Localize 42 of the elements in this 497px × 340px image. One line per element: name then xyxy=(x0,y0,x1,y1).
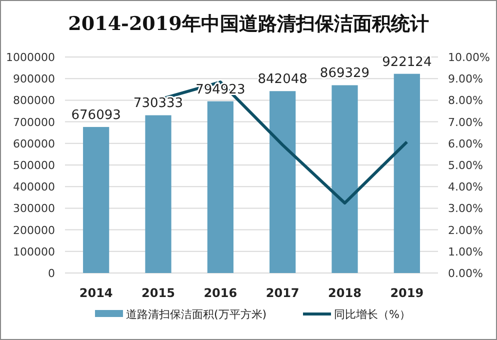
x-tick-label: 2014 xyxy=(79,286,113,300)
bar xyxy=(270,91,296,273)
y2-tick-label: 10.00% xyxy=(448,51,490,64)
bar xyxy=(394,74,420,273)
y-tick-label: 800000 xyxy=(13,94,55,108)
data-label: 842048 xyxy=(258,72,308,88)
x-tick-label: 2017 xyxy=(266,286,300,300)
y2-tick-label: 5.00% xyxy=(448,159,483,172)
data-label: 922124 xyxy=(382,54,432,70)
y2-tick-label: 6.00% xyxy=(448,137,483,150)
x-tick-label: 2016 xyxy=(204,286,238,300)
y-tick-label: 600000 xyxy=(13,137,55,150)
y2-tick-label: 2.00% xyxy=(448,224,483,237)
y-tick-label: 100000 xyxy=(13,245,55,258)
x-tick-label: 2015 xyxy=(142,286,175,300)
y2-tick-label: 1.00% xyxy=(448,245,483,258)
y-tick-label: 300000 xyxy=(13,202,55,216)
bar xyxy=(145,115,172,273)
data-label: 676093 xyxy=(71,108,121,123)
data-label: 869329 xyxy=(320,66,370,82)
y2-tick-label: 3.00% xyxy=(448,202,483,216)
x-tick-label: 2019 xyxy=(390,286,424,300)
data-label: 730333 xyxy=(133,96,184,112)
x-tick-label: 2018 xyxy=(328,286,362,300)
y-tick-label: 500000 xyxy=(13,159,55,172)
y-tick-label: 900000 xyxy=(13,72,55,86)
bar xyxy=(332,85,358,273)
y-tick-label: 1000000 xyxy=(6,51,55,64)
y-tick-label: 700000 xyxy=(13,116,55,129)
y-tick-label: 400000 xyxy=(13,180,55,194)
legend-label: 道路清扫保洁面积(万平方米) xyxy=(126,308,267,321)
y-tick-label: 0 xyxy=(48,267,55,280)
y2-tick-label: 8.00% xyxy=(448,94,483,108)
y2-tick-label: 0.00% xyxy=(448,267,483,280)
y2-tick-label: 4.00% xyxy=(448,180,483,194)
chart-title: 2014-2019年中国道路清扫保洁面积统计 xyxy=(68,13,429,35)
y2-tick-label: 7.00% xyxy=(448,116,483,129)
legend-label: 同比增长（%） xyxy=(334,308,410,321)
y-tick-label: 200000 xyxy=(13,224,55,237)
bar xyxy=(83,126,110,273)
bar xyxy=(207,101,234,273)
y2-tick-label: 9.00% xyxy=(448,72,483,86)
